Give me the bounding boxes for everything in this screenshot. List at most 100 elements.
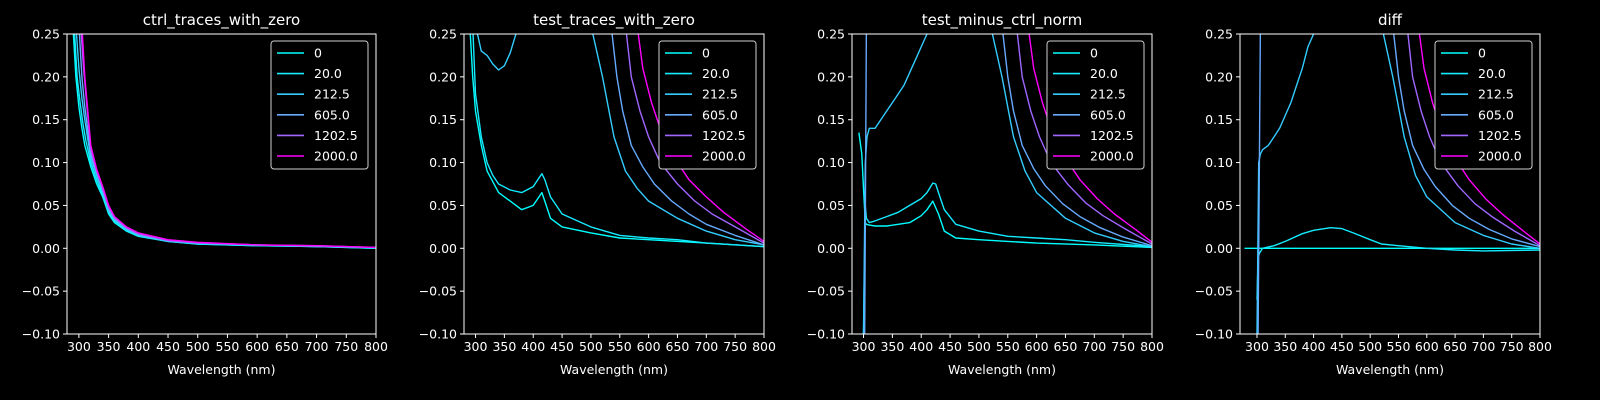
y-tick-label: −0.05 bbox=[807, 284, 845, 299]
x-tick-label: 650 bbox=[275, 339, 299, 354]
x-axis-label: Wavelength (nm) bbox=[560, 362, 668, 377]
legend: 0 20.0 212.5 605.0 1202.5 2000.0 bbox=[658, 40, 757, 170]
series-group bbox=[1244, 34, 1540, 334]
x-tick-label: 300 bbox=[1245, 339, 1269, 354]
chart-title: test_minus_ctrl_norm bbox=[922, 11, 1083, 30]
x-tick-label: 500 bbox=[1358, 339, 1382, 354]
plot-frame bbox=[851, 33, 1153, 335]
x-tick-label: 650 bbox=[1443, 339, 1467, 354]
series-line-212.5 bbox=[476, 34, 764, 246]
y-tick-label: 0.15 bbox=[1205, 112, 1233, 127]
series-line-0 bbox=[469, 34, 764, 248]
x-tick-label: 600 bbox=[1025, 339, 1049, 354]
legend-label: 605.0 bbox=[314, 107, 350, 122]
legend-label: 1202.5 bbox=[314, 128, 358, 143]
x-tick-label: 350 bbox=[880, 339, 904, 354]
chart-title: diff bbox=[1378, 11, 1403, 29]
x-tick-label: 450 bbox=[1330, 339, 1354, 354]
series-line-20.0 bbox=[73, 34, 376, 249]
y-tick-label: 0.05 bbox=[1205, 198, 1233, 213]
x-tick-label: 350 bbox=[97, 339, 121, 354]
x-tick-label: 550 bbox=[216, 339, 240, 354]
legend-label: 605.0 bbox=[702, 107, 738, 122]
legend-label: 1202.5 bbox=[1478, 128, 1522, 143]
legend-label: 1202.5 bbox=[1090, 128, 1134, 143]
x-tick-label: 600 bbox=[637, 339, 661, 354]
x-tick-label: 300 bbox=[464, 339, 488, 354]
legend-label: 20.0 bbox=[702, 66, 730, 81]
y-tick-label: 0.20 bbox=[1205, 69, 1233, 84]
legend-label: 20.0 bbox=[314, 66, 342, 81]
legend-label: 212.5 bbox=[314, 87, 350, 102]
x-tick-label: 450 bbox=[156, 339, 180, 354]
y-tick-label: −0.10 bbox=[419, 327, 457, 342]
x-tick-label: 700 bbox=[1471, 339, 1495, 354]
y-tick-label: 0.05 bbox=[817, 198, 845, 213]
x-axis-label: Wavelength (nm) bbox=[948, 362, 1056, 377]
series-line-605.0 bbox=[1257, 34, 1540, 334]
x-tick-label: 550 bbox=[996, 339, 1020, 354]
x-tick-label: 800 bbox=[1140, 339, 1164, 354]
x-tick-label: 700 bbox=[305, 339, 329, 354]
chart-panel-2: 300 350 400 450 500 550 600 650 700 750 800 −0.10 −0… bbox=[419, 11, 776, 377]
y-tick-label: 0.00 bbox=[32, 241, 60, 256]
y-tick-label: −0.10 bbox=[807, 327, 845, 342]
y-tick-label: 0.15 bbox=[32, 112, 60, 127]
chart-title: test_traces_with_zero bbox=[533, 11, 695, 30]
y-tick-label: 0.25 bbox=[817, 27, 845, 42]
y-tick-label: 0.00 bbox=[1205, 241, 1233, 256]
x-tick-label: 550 bbox=[608, 339, 632, 354]
y-tick-label: 0.15 bbox=[817, 112, 845, 127]
legend-label: 20.0 bbox=[1090, 66, 1118, 81]
x-tick-label: 700 bbox=[1082, 339, 1106, 354]
legend-label: 0 bbox=[1090, 46, 1098, 61]
x-axis-label: Wavelength (nm) bbox=[1336, 362, 1444, 377]
x-tick-label: 750 bbox=[334, 339, 358, 354]
x-tick-label: 300 bbox=[67, 339, 91, 354]
y-tick-label: −0.05 bbox=[22, 284, 60, 299]
legend-label: 605.0 bbox=[1090, 107, 1126, 122]
x-tick-label: 400 bbox=[521, 339, 545, 354]
x-tick-label: 650 bbox=[666, 339, 690, 354]
x-tick-label: 800 bbox=[1528, 339, 1552, 354]
legend-label: 1202.5 bbox=[702, 128, 746, 143]
x-tick-label: 600 bbox=[1415, 339, 1439, 354]
series-line-605.0 bbox=[864, 34, 1152, 334]
y-tick-label: 0.10 bbox=[1205, 155, 1233, 170]
y-tick-label: 0.00 bbox=[429, 241, 457, 256]
x-tick-label: 500 bbox=[579, 339, 603, 354]
series-line-20.0 bbox=[862, 182, 1152, 334]
chart-panel-1: 300 350 400 450 500 550 600 650 700 750 800 −0.10 −0… bbox=[22, 11, 388, 377]
x-tick-label: 450 bbox=[550, 339, 574, 354]
plot-frame bbox=[1239, 33, 1541, 335]
y-tick-label: 0.25 bbox=[429, 27, 457, 42]
y-tick-label: 0.25 bbox=[1205, 27, 1233, 42]
x-tick-label: 400 bbox=[1302, 339, 1326, 354]
y-tick-label: −0.05 bbox=[419, 284, 457, 299]
y-tick-label: 0.05 bbox=[32, 198, 60, 213]
legend-label: 212.5 bbox=[1478, 87, 1514, 102]
x-tick-label: 350 bbox=[492, 339, 516, 354]
x-tick-label: 350 bbox=[1273, 339, 1297, 354]
y-tick-label: 0.05 bbox=[429, 198, 457, 213]
x-tick-label: 550 bbox=[1387, 339, 1411, 354]
legend: 0 20.0 212.5 605.0 1202.5 2000.0 bbox=[270, 40, 369, 170]
legend-label: 2000.0 bbox=[1090, 149, 1134, 164]
series-line-605.0 bbox=[611, 34, 764, 246]
x-tick-label: 300 bbox=[852, 339, 876, 354]
x-tick-label: 750 bbox=[1111, 339, 1135, 354]
x-tick-label: 750 bbox=[1500, 339, 1524, 354]
legend-label: 2000.0 bbox=[1478, 149, 1522, 164]
series-line-212.5 bbox=[862, 34, 1152, 334]
legend-label: 0 bbox=[1478, 46, 1486, 61]
y-tick-label: 0.20 bbox=[429, 69, 457, 84]
x-tick-label: 400 bbox=[909, 339, 933, 354]
legend-label: 20.0 bbox=[1478, 66, 1506, 81]
x-tick-label: 800 bbox=[752, 339, 776, 354]
x-tick-label: 800 bbox=[364, 339, 388, 354]
y-tick-label: 0.15 bbox=[429, 112, 457, 127]
legend-label: 212.5 bbox=[1090, 87, 1126, 102]
chart-title: ctrl_traces_with_zero bbox=[143, 11, 300, 30]
series-line-1202.5 bbox=[625, 34, 764, 244]
